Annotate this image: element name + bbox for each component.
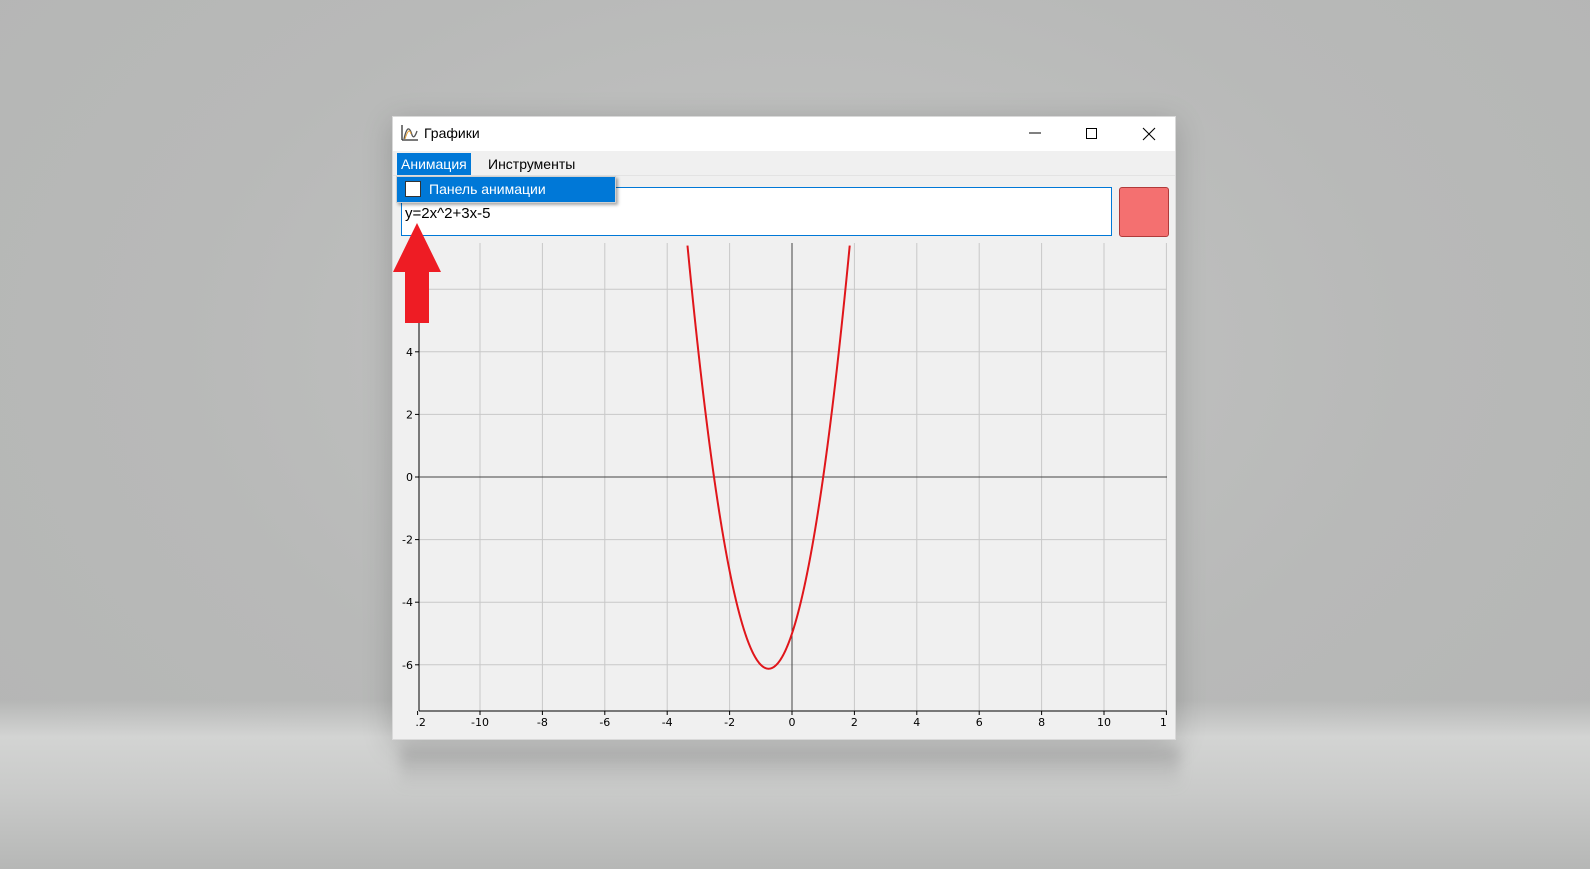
maximize-button[interactable] xyxy=(1063,117,1120,151)
close-button[interactable] xyxy=(1120,117,1177,151)
plot-grid xyxy=(419,243,1167,711)
x-tick-label: 10 xyxy=(1097,716,1111,729)
animation-dropdown: Панель анимации xyxy=(396,176,616,203)
x-tick-label: 6 xyxy=(976,716,983,729)
x-tick-label: -6 xyxy=(599,716,610,729)
title-bar[interactable]: Графики xyxy=(393,117,1175,151)
curve-color-button[interactable] xyxy=(1119,187,1169,237)
x-tick-label: 8 xyxy=(1038,716,1045,729)
plot-axes xyxy=(418,243,1167,712)
window-title: Графики xyxy=(424,125,480,141)
y-tick-label: 2 xyxy=(406,408,413,421)
menu-tools[interactable]: Инструменты xyxy=(488,156,576,172)
x-tick-label: 2 xyxy=(851,716,858,729)
x-tick-label: -4 xyxy=(662,716,673,729)
y-tick-label: -2 xyxy=(402,534,413,547)
animation-panel-checkbox[interactable] xyxy=(405,181,421,197)
animation-panel-item[interactable]: Панель анимации xyxy=(429,181,546,197)
y-tick-label: -6 xyxy=(402,659,413,672)
plot-ticks: .2 -10 -8 -6 -4 -2 0 2 4 6 8 10 1 4 2 0 -2 -4 -6 xyxy=(402,346,1167,729)
x-tick-label: .2 xyxy=(415,716,426,729)
x-tick-label: 4 xyxy=(913,716,920,729)
y-tick-label: 0 xyxy=(406,471,413,484)
minimize-icon xyxy=(1029,132,1041,134)
x-tick-label: -10 xyxy=(471,716,489,729)
x-tick-label: -8 xyxy=(537,716,548,729)
x-tick-label: 1 xyxy=(1160,716,1167,729)
function-plot: .2 -10 -8 -6 -4 -2 0 2 4 6 8 10 1 4 2 0 -2 -4 -6 xyxy=(402,243,1167,729)
menu-animation[interactable]: Анимация xyxy=(397,153,471,175)
window-reflection xyxy=(400,748,1180,788)
function-curve xyxy=(686,245,851,670)
y-tick-label: 4 xyxy=(406,346,413,359)
minimize-button[interactable] xyxy=(1006,117,1063,151)
menu-bar: Анимация Инструменты xyxy=(393,151,1175,176)
red-arrow-up-icon xyxy=(393,223,441,323)
x-tick-label: -2 xyxy=(724,716,735,729)
graph-icon xyxy=(401,125,418,141)
maximize-icon xyxy=(1086,128,1097,139)
close-icon xyxy=(1142,127,1156,141)
y-tick-label: -4 xyxy=(402,596,413,609)
x-tick-label: 0 xyxy=(789,716,796,729)
